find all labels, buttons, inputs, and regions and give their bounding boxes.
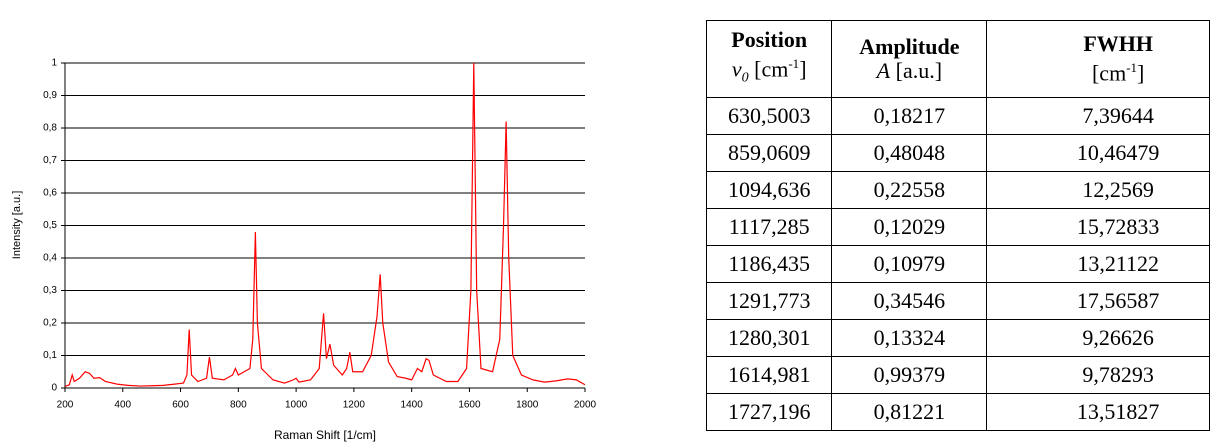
table-cell: 12,2569 xyxy=(986,171,1210,209)
data-row: 1280,301 0,13324 9,26626 xyxy=(705,319,1210,357)
chart: Intensity [a.u.] Raman Shift [1/cm] 0 0,1… xyxy=(11,58,597,442)
header-cell: Position v0 [cm-1] xyxy=(705,20,833,98)
data-row: 1186,435 0,10979 13,21122 xyxy=(705,245,1210,283)
table-cell: 1117,285 xyxy=(705,208,833,246)
table-cell: 1186,435 xyxy=(705,245,833,283)
data-row: 1094,636 0,22558 12,2569 xyxy=(705,171,1210,209)
y-tick-label: 0,6 xyxy=(43,188,57,199)
table-cell: 7,39644 xyxy=(986,97,1210,135)
header-unit: -1 xyxy=(788,55,800,71)
y-tick-label: 0 xyxy=(51,383,57,394)
table-cell: 0,22558 xyxy=(831,171,988,209)
x-axis-title: Raman Shift [1/cm] xyxy=(274,428,376,442)
data-row: 859,0609 0,48048 10,46479 xyxy=(705,134,1210,172)
data-row: 1117,285 0,12029 15,72833 xyxy=(705,208,1210,246)
table-cell: 1094,636 xyxy=(705,171,833,209)
header-unit: [a.u.] xyxy=(890,58,943,83)
header-unit: [cm xyxy=(1091,60,1127,86)
header-title: Amplitude xyxy=(859,34,960,59)
table-cell: 0,48048 xyxy=(831,134,988,172)
header-unit: A xyxy=(876,58,891,83)
table-cell: 0,81221 xyxy=(831,393,988,431)
spectrum-line xyxy=(64,62,586,387)
peak-table: Position v0 [cm-1] Amplitude A [a.u.] FWHH [c… xyxy=(705,20,1210,431)
x-tick-label: 2000 xyxy=(574,400,597,411)
table-cell: 13,21122 xyxy=(986,245,1210,283)
table-cell: 1727,196 xyxy=(705,393,833,431)
y-tick-label: 0,1 xyxy=(43,350,57,361)
header-unit: ] xyxy=(1137,60,1145,86)
header-unit: [cm xyxy=(748,55,789,81)
table-cell: 0,99379 xyxy=(831,356,988,394)
y-tick-label: 0,8 xyxy=(43,123,57,134)
y-tick-label: 0,2 xyxy=(43,318,57,329)
x-tick-label: 1000 xyxy=(285,400,308,411)
x-tick-label: 800 xyxy=(230,400,247,411)
header-title: Position xyxy=(731,26,808,52)
table-cell: 0,12029 xyxy=(831,208,988,246)
x-tick-label: 1800 xyxy=(516,400,539,411)
data-row: 1614,981 0,99379 9,78293 xyxy=(705,356,1210,394)
table-cell: 13,51827 xyxy=(986,393,1210,431)
y-tick-label: 0,5 xyxy=(43,220,57,231)
x-tick-label: 200 xyxy=(57,400,74,411)
header-unit: -1 xyxy=(1126,60,1138,76)
x-tick-label: 1400 xyxy=(401,400,424,411)
table-cell: 9,26626 xyxy=(986,319,1210,357)
table-cell: 859,0609 xyxy=(705,134,833,172)
y-tick-label: 0,7 xyxy=(43,155,57,166)
header-unit: 0 xyxy=(741,70,749,86)
y-tick-label: 0,3 xyxy=(43,285,57,296)
y-tick-label: 0,4 xyxy=(43,253,57,264)
table-cell: 10,46479 xyxy=(986,134,1210,172)
header-unit: v xyxy=(731,55,742,81)
table-cell: 15,72833 xyxy=(986,208,1210,246)
table-cell: 0,13324 xyxy=(831,319,988,357)
y-axis-title: Intensity [a.u.] xyxy=(11,191,23,259)
x-tick-label: 400 xyxy=(114,400,131,411)
data-row: 1291,773 0,34546 17,56587 xyxy=(705,282,1210,320)
header-cell: Amplitude A [a.u.] xyxy=(831,20,988,98)
data-row: 630,5003 0,18217 7,39644 xyxy=(705,97,1210,135)
table-cell: 9,78293 xyxy=(986,356,1210,394)
table-cell: 0,34546 xyxy=(831,282,988,320)
table-cell: 630,5003 xyxy=(705,97,833,135)
table-cell: 1280,301 xyxy=(705,319,833,357)
table-cell: 17,56587 xyxy=(986,282,1210,320)
header-row: Position v0 [cm-1] Amplitude A [a.u.] FWHH [c… xyxy=(705,20,1210,98)
y-tick-label: 0,9 xyxy=(43,90,57,101)
header-cell: FWHH [cm-1] xyxy=(986,20,1210,98)
table-cell: 0,18217 xyxy=(831,97,988,135)
table-cell: 1291,773 xyxy=(705,282,833,320)
header-unit: ] xyxy=(799,55,807,81)
x-tick-label: 1600 xyxy=(458,400,481,411)
header-title: FWHH xyxy=(1083,31,1153,57)
table-cell: 0,10979 xyxy=(831,245,988,283)
x-tick-label: 600 xyxy=(172,400,189,411)
table-cell: 1614,981 xyxy=(705,356,833,394)
x-tick-label: 1200 xyxy=(343,400,366,411)
data-row: 1727,196 0,81221 13,51827 xyxy=(705,393,1210,431)
y-tick-label: 1 xyxy=(51,58,57,69)
